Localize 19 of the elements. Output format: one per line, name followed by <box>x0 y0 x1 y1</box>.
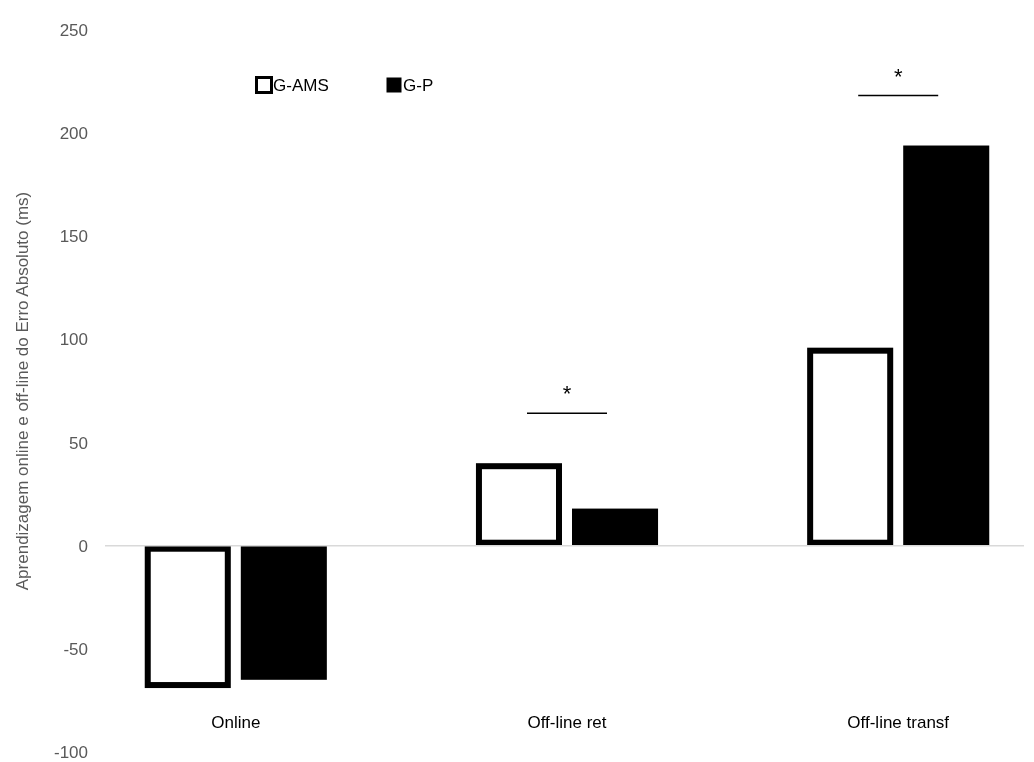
y-tick-label: 0 <box>78 536 88 556</box>
y-tick-label: -50 <box>63 639 88 659</box>
bar <box>903 145 990 546</box>
annotation: * <box>562 381 572 407</box>
y-axis-title: Aprendizagem online e off-line do Erro Absoluto (ms) <box>12 191 32 591</box>
bar <box>572 508 659 546</box>
y-tick-label: 50 <box>69 433 88 453</box>
bar <box>240 545 327 680</box>
annotation: * <box>893 63 903 89</box>
x-tick-label: Off-line ret <box>527 713 607 732</box>
y-tick-label: 100 <box>59 330 88 350</box>
x-tick-label: Off-line transf <box>847 713 950 732</box>
legend-label: G-P <box>403 75 434 95</box>
y-tick-label: 150 <box>59 227 88 247</box>
y-tick-label: 200 <box>59 124 88 144</box>
y-tick-label: 250 <box>59 20 88 40</box>
y-tick-label: -100 <box>53 742 88 762</box>
x-tick-label: Online <box>211 713 261 732</box>
legend-label: G-AMS <box>273 75 329 95</box>
